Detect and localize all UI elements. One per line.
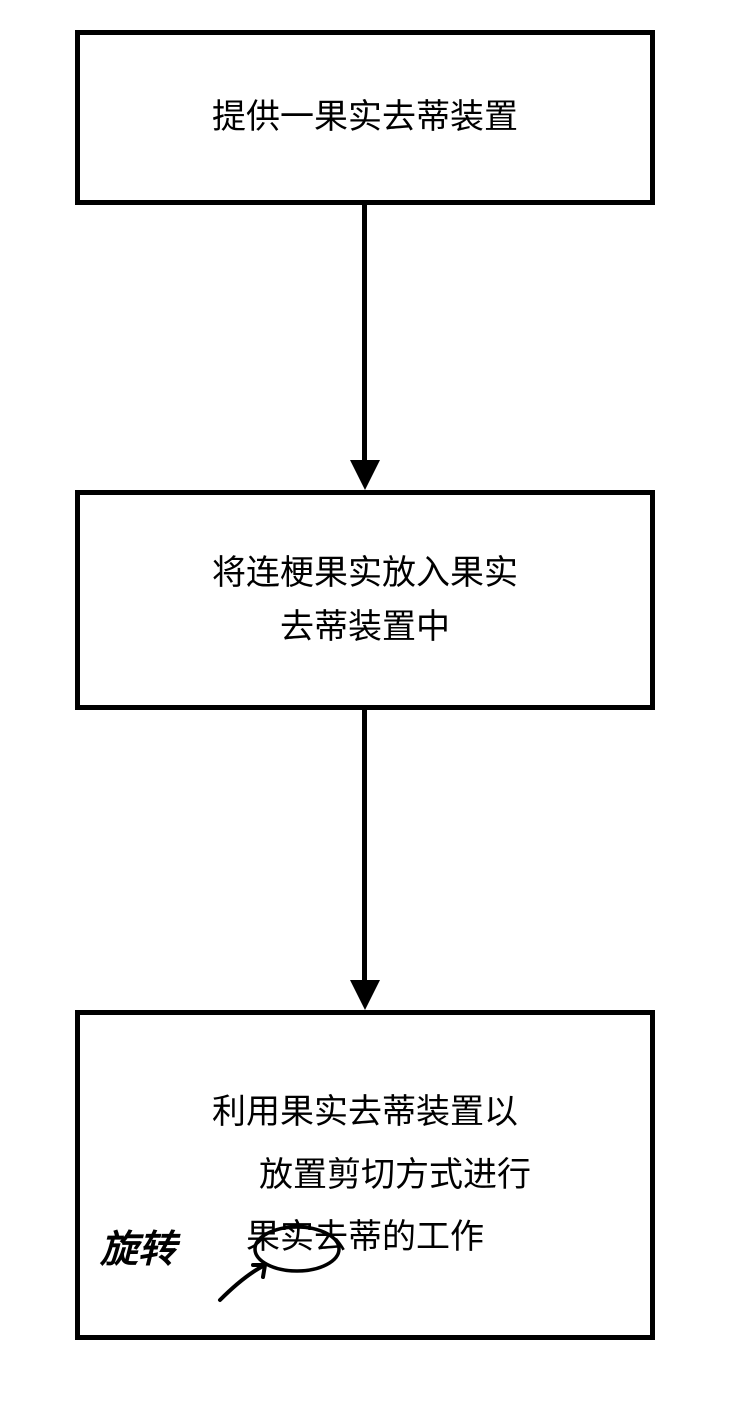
box3-content: 利用果实去蒂装置以 放置剪切方式进行 果实去蒂的工作 旋转 — [120, 1085, 610, 1264]
box3-line3: 果实去蒂的工作 — [120, 1210, 610, 1264]
flowchart-box-3: 利用果实去蒂装置以 放置剪切方式进行 果实去蒂的工作 旋转 — [75, 1010, 655, 1340]
arrow-1-head — [350, 460, 380, 490]
box3-line2-rest: 剪切方式进行 — [327, 1156, 531, 1194]
arrow-1-line — [362, 205, 367, 465]
arrow-2-head — [350, 980, 380, 1010]
box2-line2: 去蒂装置中 — [212, 600, 518, 654]
box2-content: 将连梗果实放入果实 去蒂装置中 — [212, 546, 518, 655]
box3-line2: 放置剪切方式进行 — [120, 1148, 610, 1202]
flowchart-container: 提供一果实去蒂装置 将连梗果实放入果实 去蒂装置中 利用果实去蒂装置以 放置剪切… — [0, 0, 752, 1404]
flowchart-box-2: 将连梗果实放入果实 去蒂装置中 — [75, 490, 655, 710]
box1-text: 提供一果实去蒂装置 — [212, 90, 518, 144]
flowchart-box-1: 提供一果实去蒂装置 — [75, 30, 655, 205]
box2-line1: 将连梗果实放入果实 — [212, 546, 518, 600]
box3-crossed-word: 放置 — [259, 1148, 327, 1202]
box3-line1: 利用果实去蒂装置以 — [120, 1085, 610, 1139]
pointer-arrow-icon — [205, 1260, 275, 1310]
arrow-2-line — [362, 710, 367, 980]
handwritten-annotation: 旋转 — [100, 1220, 176, 1281]
